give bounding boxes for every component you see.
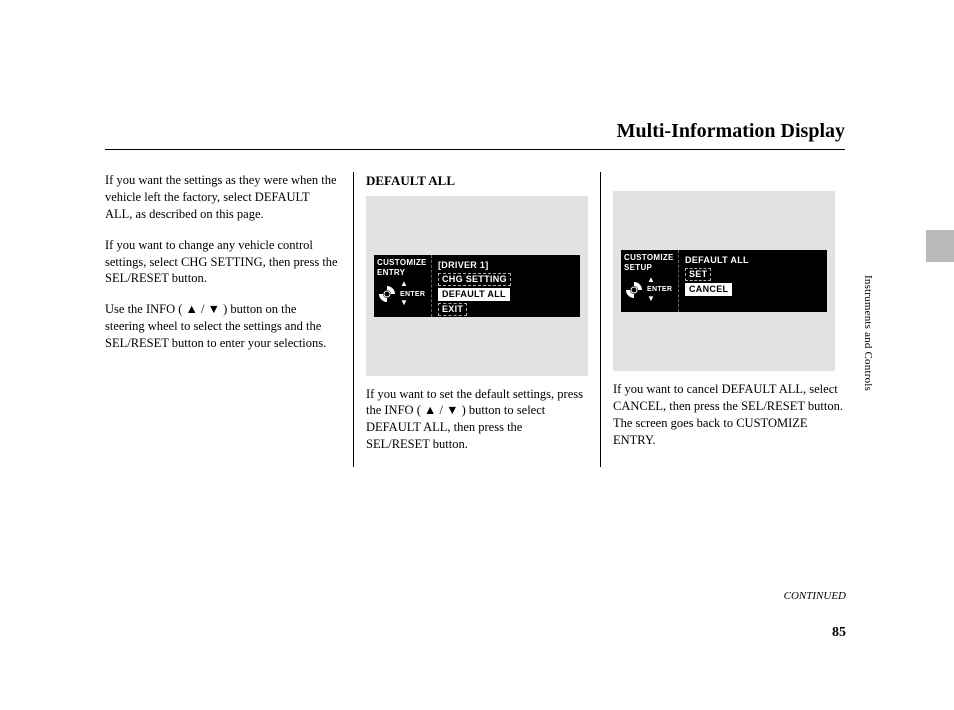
lcd1-opt-default-all: DEFAULT ALL bbox=[438, 288, 510, 301]
col1-para2: If you want to change any vehicle contro… bbox=[105, 237, 339, 288]
page-title: Multi-Information Display bbox=[105, 120, 845, 150]
lcd-display-1: CUSTOMIZE ENTRY ▲ bbox=[374, 255, 580, 317]
steering-control-icon bbox=[377, 284, 397, 304]
lcd1-arrows-enter: ▲ ENTER ▼ bbox=[400, 280, 425, 308]
screen-illustration-2: CUSTOMIZE SETUP ▲ bbox=[613, 191, 835, 371]
column-3: CUSTOMIZE SETUP ▲ bbox=[601, 172, 845, 467]
col2-heading: DEFAULT ALL bbox=[366, 172, 588, 190]
page-number: 85 bbox=[832, 625, 846, 641]
section-side-label: Instruments and Controls bbox=[862, 275, 874, 391]
lcd2-arrows-enter: ▲ ENTER ▼ bbox=[647, 276, 672, 304]
manual-page: Multi-Information Display If you want th… bbox=[105, 120, 845, 467]
lcd1-opt-chg-setting: CHG SETTING bbox=[438, 273, 511, 286]
continued-label: CONTINUED bbox=[784, 590, 846, 602]
side-tab bbox=[926, 230, 954, 262]
down-triangle-icon: ▼ bbox=[647, 295, 655, 303]
lcd2-heading: DEFAULT ALL bbox=[685, 254, 821, 266]
col3-para1: If you want to cancel DEFAULT ALL, selec… bbox=[613, 381, 845, 449]
lcd2-left-panel: CUSTOMIZE SETUP ▲ bbox=[621, 250, 679, 312]
down-triangle-icon: ▼ bbox=[400, 299, 408, 307]
lcd-display-2: CUSTOMIZE SETUP ▲ bbox=[621, 250, 827, 312]
lcd2-control-wrap: ▲ ENTER ▼ bbox=[624, 276, 675, 304]
lcd1-control-wrap: ▲ ENTER ▼ bbox=[377, 280, 428, 308]
column-1: If you want the settings as they were wh… bbox=[105, 172, 353, 467]
lcd2-label-line1: CUSTOMIZE bbox=[624, 254, 675, 262]
screen-illustration-1: CUSTOMIZE ENTRY ▲ bbox=[366, 196, 588, 376]
col3-spacer bbox=[613, 172, 845, 191]
steering-control-icon bbox=[624, 280, 644, 300]
lcd2-opt-set: SET bbox=[685, 268, 711, 281]
lcd1-right-panel: [DRIVER 1] CHG SETTING DEFAULT ALL EXIT bbox=[432, 255, 580, 317]
col1-para1: If you want the settings as they were wh… bbox=[105, 172, 339, 223]
up-triangle-icon: ▲ bbox=[400, 280, 408, 288]
lcd1-label-line1: CUSTOMIZE bbox=[377, 259, 428, 267]
lcd2-right-panel: DEFAULT ALL SET CANCEL bbox=[679, 250, 827, 312]
columns-wrap: If you want the settings as they were wh… bbox=[105, 172, 845, 467]
column-2: DEFAULT ALL CUSTOMIZE ENTRY bbox=[353, 172, 601, 467]
col1-para3: Use the INFO ( ▲ / ▼ ) button on the ste… bbox=[105, 301, 339, 352]
lcd2-opt-cancel: CANCEL bbox=[685, 283, 732, 296]
col2-para1: If you want to set the default settings,… bbox=[366, 386, 588, 454]
lcd1-driver-label: [DRIVER 1] bbox=[438, 259, 574, 271]
up-triangle-icon: ▲ bbox=[647, 276, 655, 284]
lcd1-left-panel: CUSTOMIZE ENTRY ▲ bbox=[374, 255, 432, 317]
lcd2-label-line2: SETUP bbox=[624, 264, 675, 272]
lcd1-opt-exit: EXIT bbox=[438, 303, 467, 316]
lcd1-label-line2: ENTRY bbox=[377, 269, 428, 277]
